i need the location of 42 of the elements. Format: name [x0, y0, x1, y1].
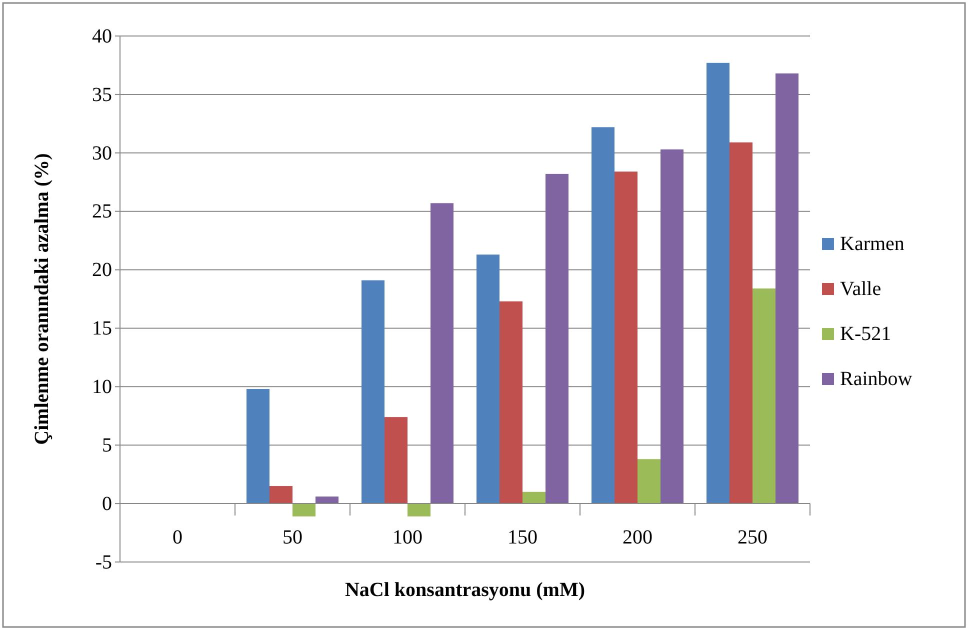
- legend-label: Rainbow: [840, 368, 913, 390]
- bar: [614, 172, 638, 504]
- bar: [706, 62, 730, 504]
- bar: [776, 73, 798, 504]
- legend-label: K-521: [840, 323, 892, 345]
- bar: [362, 280, 384, 504]
- y-tick-label: 25: [92, 200, 112, 223]
- bar: [592, 127, 614, 504]
- bar: [522, 492, 546, 504]
- bar: [500, 301, 522, 504]
- bar: [730, 142, 752, 504]
- y-tick-label: -5: [95, 551, 112, 574]
- bar: [476, 254, 500, 504]
- bar: [384, 417, 408, 504]
- y-tick-label: 35: [92, 84, 112, 106]
- bar: [316, 496, 338, 504]
- bar: [246, 389, 270, 504]
- y-tick-label: 40: [92, 25, 112, 48]
- y-tick-label: 5: [102, 434, 112, 457]
- y-tick-label: 10: [92, 376, 112, 398]
- x-tick-label: 150: [508, 526, 538, 549]
- x-axis-title: NaCl konsantrasyonu (mM): [344, 579, 586, 601]
- y-tick-label: 15: [92, 318, 112, 340]
- x-tick-label: 50: [282, 526, 302, 549]
- bar: [752, 288, 776, 504]
- y-tick-label: 0: [102, 492, 112, 515]
- legend-label: Karmen: [840, 233, 904, 255]
- bar: [408, 504, 430, 516]
- bar: [430, 203, 454, 504]
- x-tick-label: 250: [738, 526, 768, 549]
- y-tick-label: 20: [92, 259, 112, 282]
- x-tick-label: 200: [622, 526, 652, 549]
- bar: [270, 486, 292, 504]
- bar: [292, 504, 316, 516]
- bar: [638, 459, 660, 504]
- y-tick-label: 30: [92, 142, 112, 164]
- bar: [546, 174, 568, 504]
- legend-label: Valle: [840, 278, 882, 300]
- bar: [660, 149, 684, 504]
- x-tick-label: 100: [392, 526, 422, 549]
- x-tick-label: 0: [172, 526, 182, 549]
- y-axis-title: Çimlenme oranındaki azalma (%): [31, 153, 53, 445]
